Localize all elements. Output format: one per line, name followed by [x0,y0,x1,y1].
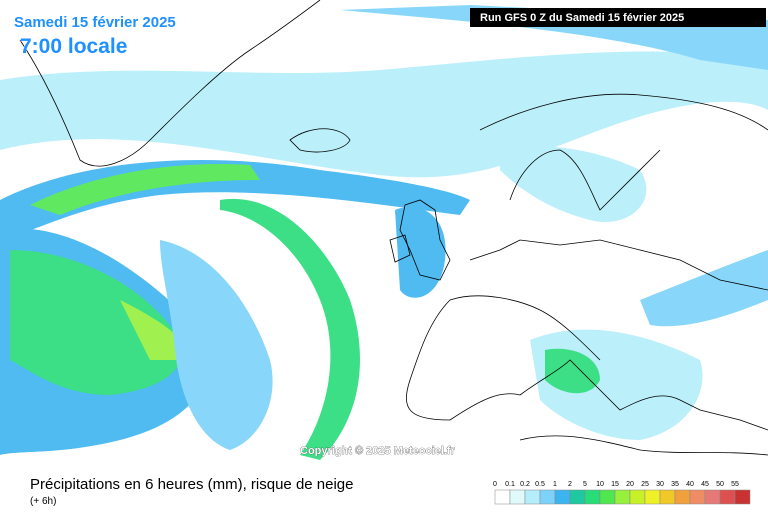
map-date: Samedi 15 février 2025 [14,14,176,31]
legend-swatch [719,489,736,505]
legend-swatch [689,489,706,505]
legend-label: 2 [568,481,572,488]
legend-label: 10 [596,481,604,488]
legend-swatch [554,489,571,505]
legend-label: 0.2 [520,481,530,488]
legend-label: 1 [553,481,557,488]
legend-swatch [584,489,601,505]
legend-swatch [734,489,751,505]
map-time: 7:00 locale [20,35,127,58]
legend-swatch [674,489,691,505]
legend-label: 0.5 [535,481,545,488]
legend-swatch [644,489,661,505]
legend-swatch [539,489,556,505]
legend-swatch [599,489,616,505]
legend: 0 0.1 0.2 0.5 1 2 5 10 15 20 25 30 35 40 45 50 55 [493,481,751,505]
legend-swatch [509,489,526,505]
legend-swatch [524,489,541,505]
legend-label: 25 [641,481,649,488]
legend-label: 45 [701,481,709,488]
legend-swatch [614,489,631,505]
legend-label: 55 [731,481,739,488]
copyright: Copyright © 2025 Meteociel.fr [300,445,456,457]
legend-label: 40 [686,481,694,488]
legend-swatch [494,489,511,505]
legend-label: 30 [656,481,664,488]
run-box [470,8,766,27]
legend-swatch [629,489,646,505]
legend-label: 5 [583,481,587,488]
legend-label: 0 [493,481,497,488]
legend-label: 20 [626,481,634,488]
legend-label: 50 [716,481,724,488]
legend-swatch [704,489,721,505]
footer-title: Précipitations en 6 heures (mm), risque … [30,476,354,493]
legend-label: 15 [611,481,619,488]
legend-swatch [659,489,676,505]
legend-swatch [569,489,586,505]
precipitation [0,5,768,461]
footer-subtitle: (+ 6h) [30,496,56,507]
coastlines [19,0,768,456]
legend-label: 0.1 [505,481,515,488]
run-info: Run GFS 0 Z du Samedi 15 février 2025 [480,12,684,24]
legend-label: 35 [671,481,679,488]
